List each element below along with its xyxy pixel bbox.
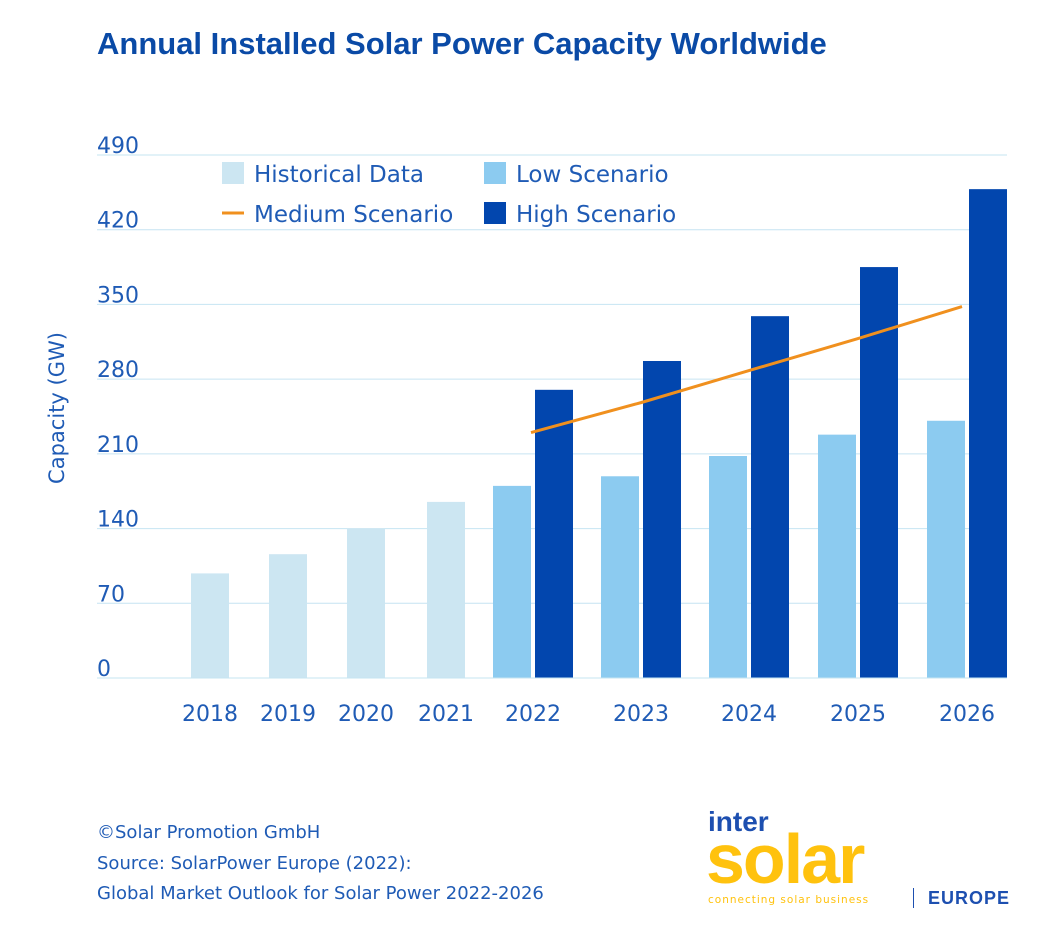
logo-solar-text: solar <box>706 820 865 898</box>
legend-swatch-low-scenario <box>484 162 506 184</box>
bar-low-2025 <box>818 434 856 678</box>
chart-title: Annual Installed Solar Power Capacity Wo… <box>97 26 827 61</box>
x-tick-label: 2021 <box>418 702 474 727</box>
legend-label-high-scenario: High Scenario <box>516 202 676 228</box>
line-layer <box>530 305 963 434</box>
legend: Historical Data Low Scenario Medium Scenar… <box>222 162 676 228</box>
copyright-text: ©Solar Promotion GmbH <box>97 822 321 843</box>
bar-high-2024 <box>751 316 789 678</box>
publication-text: Global Market Outlook for Solar Power 20… <box>97 883 544 904</box>
bar-high-2026 <box>969 189 1007 679</box>
bar-high-2023 <box>643 360 681 678</box>
bar-low-2024 <box>709 455 747 678</box>
axis-layer: 0 70 140 210 280 350 420 490 2018 2019 2020 2021 202… <box>97 134 1007 727</box>
legend-label-historical-data: Historical Data <box>254 162 424 188</box>
logo-separator <box>913 888 914 908</box>
bar-historical-2020 <box>347 528 385 678</box>
bar-historical-2021 <box>427 501 465 678</box>
y-tick-label: 350 <box>97 283 139 308</box>
legend-label-medium-scenario: Medium Scenario <box>254 202 453 228</box>
y-tick-label: 0 <box>97 657 111 682</box>
bar-historical-2018 <box>191 573 229 678</box>
x-tick-label: 2025 <box>830 702 886 727</box>
y-tick-label: 490 <box>97 134 139 159</box>
bar-low-2026 <box>927 420 965 678</box>
x-tick-label: 2023 <box>613 702 669 727</box>
logo-inter-text: inter <box>708 806 769 837</box>
intersolar-logo: inter solar connecting solar business EU… <box>706 808 1016 913</box>
legend-label-low-scenario: Low Scenario <box>516 162 669 188</box>
legend-swatch-historical-data <box>222 162 244 184</box>
y-tick-label: 420 <box>97 209 139 234</box>
bar-low-2022 <box>493 485 531 678</box>
bars-layer <box>191 189 1007 679</box>
bar-high-2022 <box>535 389 573 678</box>
bar-historical-2019 <box>269 554 307 678</box>
y-tick-label: 70 <box>97 582 125 607</box>
y-tick-label: 280 <box>97 358 139 383</box>
x-tick-label: 2022 <box>505 702 561 727</box>
x-tick-label: 2019 <box>260 702 316 727</box>
x-tick-label: 2024 <box>721 702 777 727</box>
line-medium-scenario <box>530 305 963 434</box>
bar-low-2023 <box>601 476 639 678</box>
y-tick-label: 210 <box>97 433 139 458</box>
x-tick-label: 2026 <box>939 702 995 727</box>
x-tick-label: 2018 <box>182 702 238 727</box>
y-tick-label: 140 <box>97 508 139 533</box>
legend-swatch-high-scenario <box>484 202 506 224</box>
y-axis-label: Capacity (GW) <box>45 332 69 484</box>
bar-chart: 0 70 140 210 280 350 420 490 2018 2019 2020 2021 202… <box>45 134 1007 727</box>
logo-region: EUROPE <box>928 888 1011 908</box>
source-text: Source: SolarPower Europe (2022): <box>97 853 412 874</box>
logo-tagline: connecting solar business <box>708 894 870 906</box>
x-tick-label: 2020 <box>338 702 394 727</box>
